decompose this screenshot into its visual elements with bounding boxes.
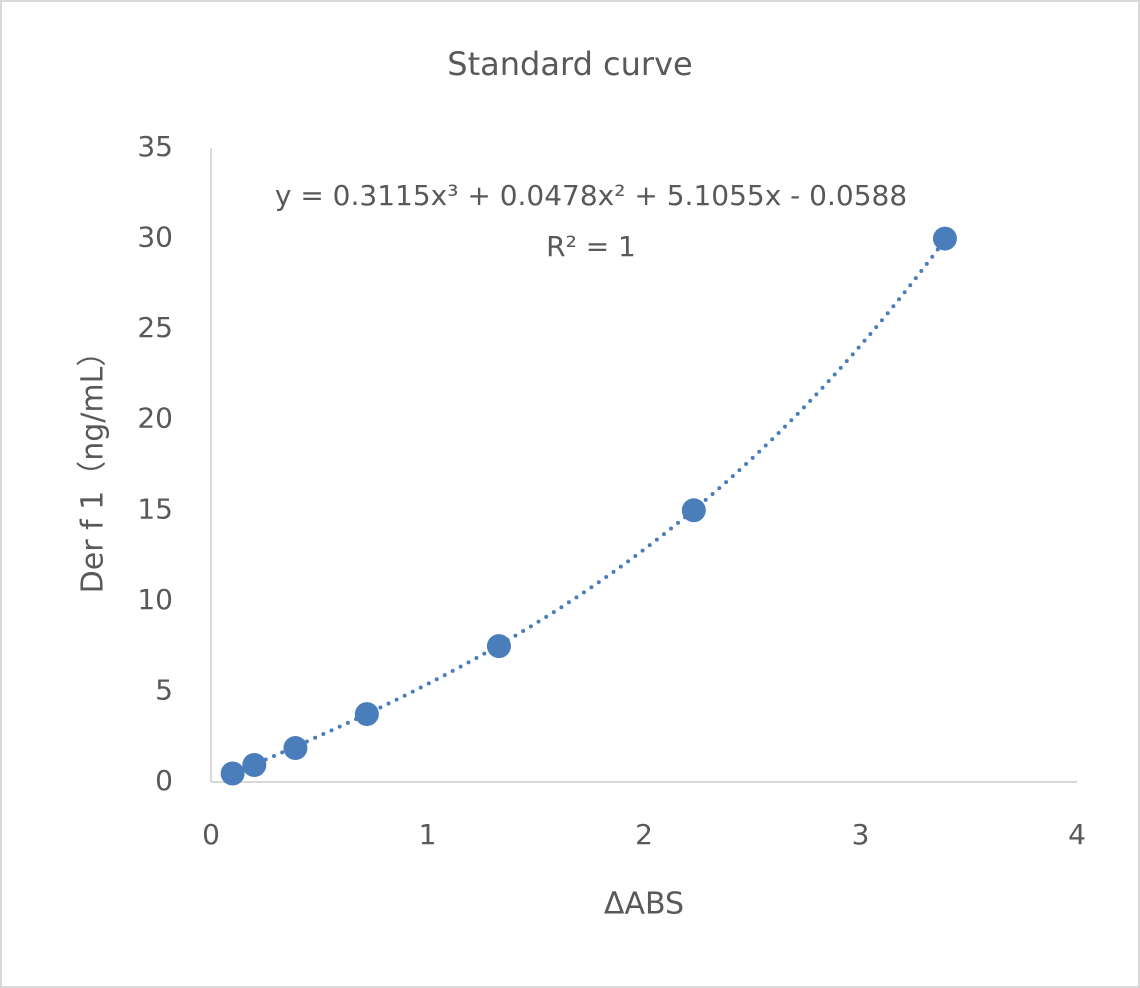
- data-point: [354, 702, 379, 727]
- data-point: [220, 761, 245, 786]
- data-point: [242, 753, 267, 778]
- data-point: [486, 634, 511, 659]
- y-tick-label: 20: [137, 402, 173, 435]
- y-tick-label: 0: [155, 764, 173, 797]
- x-axis-label: ΔABS: [604, 887, 684, 922]
- data-point: [283, 736, 308, 761]
- x-tick-label: 0: [202, 818, 220, 851]
- y-tick-label: 15: [137, 492, 173, 525]
- y-tick-label: 5: [155, 673, 173, 706]
- y-axis-label: Der f 1（ng/mL）: [76, 337, 111, 594]
- x-tick-label: 3: [852, 818, 870, 851]
- trendline-r-squared: R² = 1: [546, 230, 636, 263]
- trendline-equation: y = 0.3115x³ + 0.0478x² + 5.1055x - 0.05…: [275, 179, 907, 212]
- y-tick-label: 10: [137, 583, 173, 616]
- x-tick-label: 4: [1068, 818, 1086, 851]
- chart-title: Standard curve: [447, 45, 692, 83]
- data-point: [681, 498, 706, 523]
- y-tick-label: 25: [137, 311, 173, 344]
- data-point: [932, 226, 957, 251]
- y-tick-label: 35: [137, 130, 173, 163]
- x-tick-label: 1: [419, 818, 437, 851]
- x-tick-label: 2: [635, 818, 653, 851]
- y-tick-label: 30: [137, 221, 173, 254]
